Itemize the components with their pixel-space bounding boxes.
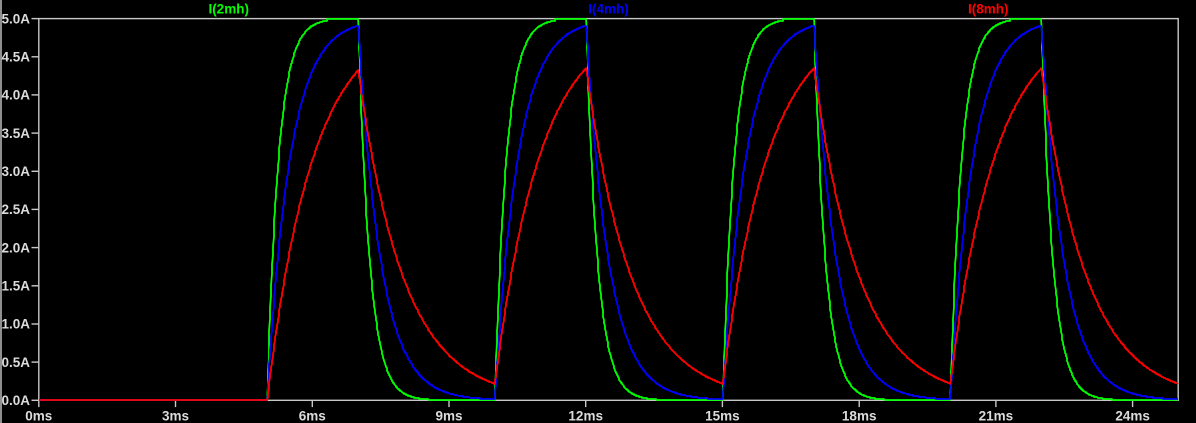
svg-text:6ms: 6ms bbox=[299, 408, 326, 423]
svg-text:9ms: 9ms bbox=[435, 408, 462, 423]
svg-text:18ms: 18ms bbox=[842, 408, 877, 423]
svg-text:1.0A: 1.0A bbox=[1, 317, 30, 332]
svg-text:0ms: 0ms bbox=[25, 408, 52, 423]
svg-text:3.0A: 3.0A bbox=[1, 164, 30, 179]
svg-text:1.5A: 1.5A bbox=[1, 279, 30, 294]
svg-text:2.5A: 2.5A bbox=[1, 202, 30, 217]
svg-text:0.5A: 0.5A bbox=[1, 355, 30, 370]
svg-text:21ms: 21ms bbox=[979, 408, 1014, 423]
svg-text:15ms: 15ms bbox=[705, 408, 740, 423]
svg-text:4.0A: 4.0A bbox=[1, 88, 30, 103]
svg-text:4.5A: 4.5A bbox=[1, 50, 30, 65]
svg-text:I(4mh): I(4mh) bbox=[588, 1, 629, 16]
svg-text:0.0A: 0.0A bbox=[1, 393, 30, 408]
svg-text:I(8mh): I(8mh) bbox=[968, 1, 1009, 16]
svg-text:3.5A: 3.5A bbox=[1, 126, 30, 141]
svg-text:3ms: 3ms bbox=[162, 408, 189, 423]
svg-text:12ms: 12ms bbox=[568, 408, 603, 423]
svg-text:24ms: 24ms bbox=[1115, 408, 1150, 423]
svg-text:I(2mh): I(2mh) bbox=[208, 1, 249, 16]
svg-text:5.0A: 5.0A bbox=[1, 11, 30, 26]
svg-text:2.0A: 2.0A bbox=[1, 240, 30, 255]
